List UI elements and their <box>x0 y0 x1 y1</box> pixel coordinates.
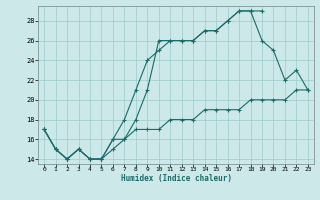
X-axis label: Humidex (Indice chaleur): Humidex (Indice chaleur) <box>121 174 231 183</box>
